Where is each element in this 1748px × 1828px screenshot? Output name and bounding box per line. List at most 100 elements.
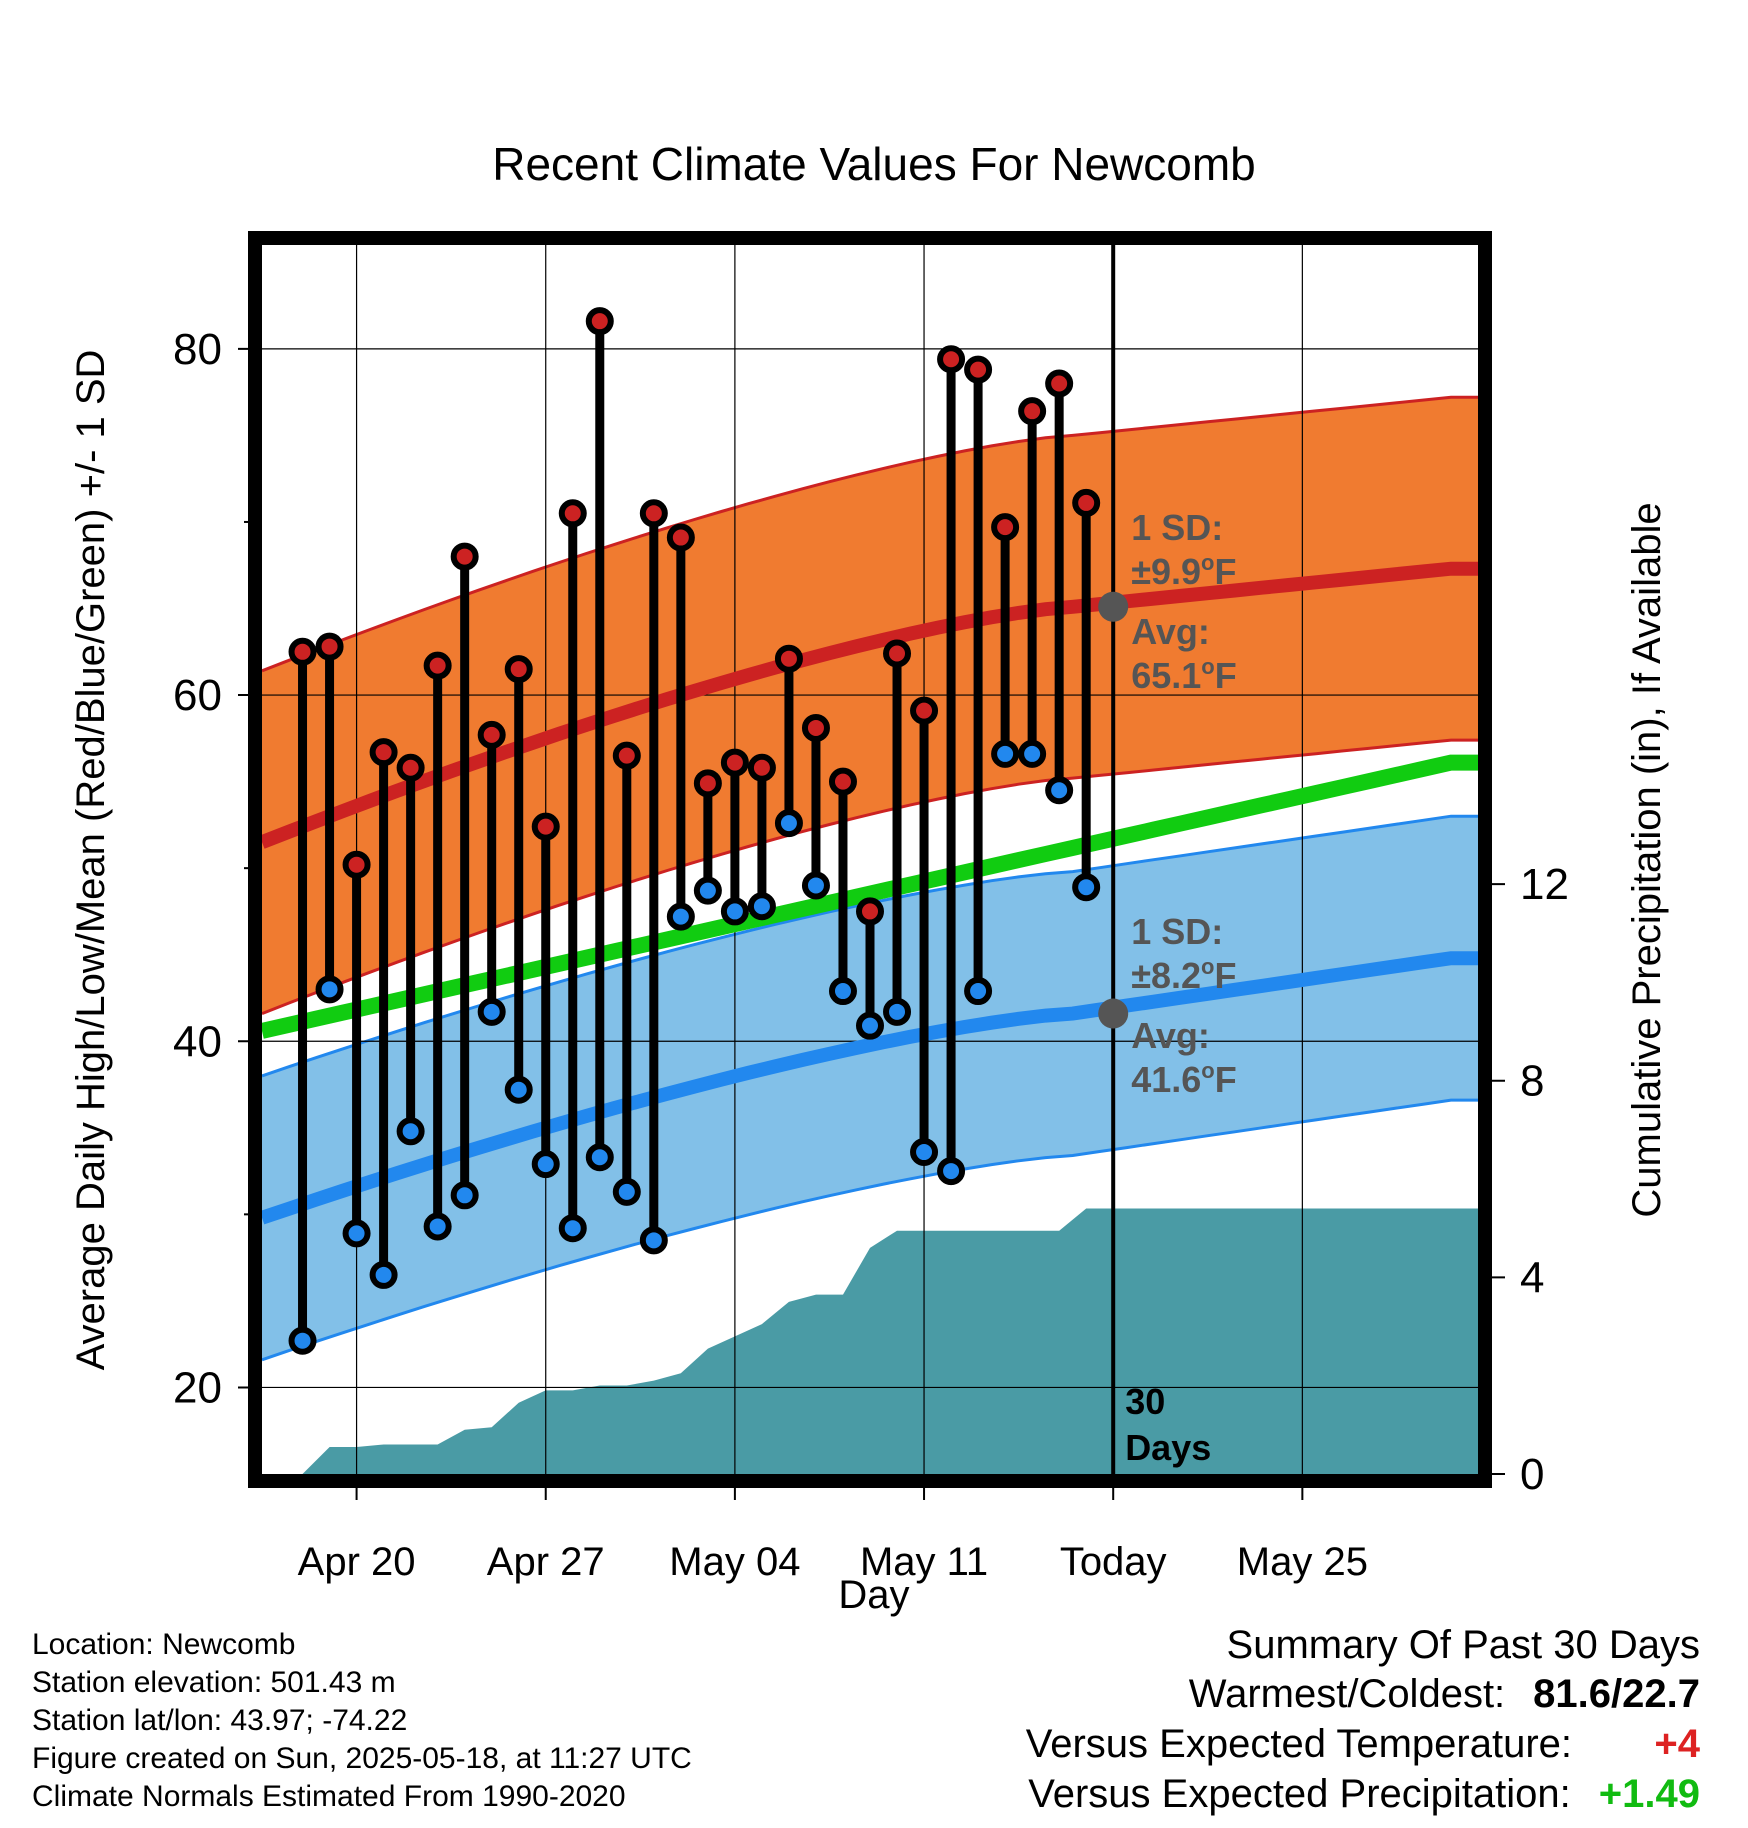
x-tick-label: Today bbox=[1060, 1540, 1167, 1584]
low-temp-point bbox=[693, 876, 722, 905]
precip-label: Versus Expected Precipitation: bbox=[1028, 1772, 1571, 1816]
high-temp-point bbox=[423, 651, 452, 680]
high-temp-point bbox=[720, 748, 749, 777]
x-axis-label: Day bbox=[838, 1573, 909, 1617]
climate-chart: Recent Climate Values For Newcomb 1 SD:±… bbox=[69, 138, 1669, 1617]
high-temp-point bbox=[1045, 369, 1074, 398]
low-temp-point bbox=[342, 1219, 371, 1248]
high-temp-point bbox=[531, 812, 560, 841]
high-temp-point bbox=[910, 696, 939, 725]
climate-normals-note: Climate Normals Estimated From 1990-2020 bbox=[32, 1780, 626, 1813]
low-temp-point bbox=[558, 1214, 587, 1243]
high-temp-point bbox=[396, 753, 425, 782]
low-avg-value: 41.6oF bbox=[1131, 1058, 1237, 1100]
high-temp-point bbox=[856, 897, 884, 926]
precip-value: +1.49 bbox=[1598, 1772, 1700, 1816]
low-temp-point bbox=[369, 1260, 398, 1289]
high-sd-label: 1 SD: bbox=[1131, 507, 1223, 548]
summary-precip: Versus Expected Precipitation: +1.49 bbox=[1028, 1772, 1700, 1817]
low-temp-point bbox=[1072, 873, 1101, 902]
x-tick-label: May 04 bbox=[669, 1540, 800, 1584]
low-temp-point bbox=[612, 1177, 641, 1206]
station-elevation: Station elevation: 501.43 m bbox=[32, 1666, 396, 1699]
y2-tick-label: 0 bbox=[1520, 1450, 1544, 1499]
y-tick-label: 80 bbox=[173, 325, 222, 374]
today-high-normal-marker bbox=[1098, 591, 1129, 622]
high-temp-point bbox=[369, 738, 398, 767]
low-temp-point bbox=[801, 871, 830, 900]
low-temp-point bbox=[477, 997, 506, 1026]
high-temp-point bbox=[639, 499, 668, 528]
low-temp-point bbox=[639, 1226, 668, 1255]
plot-frame bbox=[248, 231, 1492, 1488]
y-tick-label: 40 bbox=[173, 1017, 222, 1066]
high-avg-value: 65.1oF bbox=[1131, 654, 1237, 696]
days-window-word: Days bbox=[1125, 1427, 1211, 1468]
high-sd-value: ±9.9oF bbox=[1131, 550, 1236, 592]
low-temp-point bbox=[964, 977, 993, 1006]
figure-created: Figure created on Sun, 2025-05-18, at 11… bbox=[32, 1742, 692, 1775]
low-temp-point bbox=[1045, 776, 1074, 805]
x-tick-label: Apr 20 bbox=[298, 1540, 416, 1584]
chart-title: Recent Climate Values For Newcomb bbox=[492, 138, 1256, 190]
high-temp-point bbox=[450, 542, 479, 571]
low-temp-point bbox=[585, 1143, 614, 1172]
y-axis-label: Average Daily High/Low/Mean (Red/Blue/Gr… bbox=[69, 350, 113, 1371]
low-temp-point bbox=[666, 902, 695, 931]
low-temp-point bbox=[396, 1117, 425, 1146]
summary-warm-cold: Warmest/Coldest: 81.6/22.7 bbox=[1189, 1672, 1700, 1717]
y-tick-label: 60 bbox=[173, 671, 222, 720]
low-temp-point bbox=[828, 977, 857, 1006]
low-temp-point bbox=[423, 1212, 452, 1241]
high-temp-point bbox=[964, 355, 993, 384]
low-temp-point bbox=[747, 892, 776, 921]
summary-temp: Versus Expected Temperature: +4 bbox=[1026, 1722, 1700, 1767]
low-temp-point bbox=[774, 809, 803, 838]
high-temp-point bbox=[477, 720, 506, 749]
precipitation-area bbox=[302, 1208, 1478, 1474]
low-temp-point bbox=[856, 1011, 884, 1040]
low-sd-label: 1 SD: bbox=[1131, 911, 1223, 952]
high-temp-point bbox=[747, 753, 776, 782]
station-latlon: Station lat/lon: 43.97; -74.22 bbox=[32, 1704, 408, 1737]
temp-label: Versus Expected Temperature: bbox=[1025, 1722, 1572, 1766]
high-sd-band bbox=[262, 397, 1478, 1014]
low-sd-lower-line bbox=[261, 1098, 1478, 1362]
temp-value: +4 bbox=[1654, 1722, 1700, 1766]
high-temp-point bbox=[504, 655, 533, 684]
high-temp-point bbox=[666, 523, 695, 552]
station-location: Location: Newcomb bbox=[32, 1628, 296, 1661]
low-temp-point bbox=[991, 739, 1020, 768]
high-temp-point bbox=[558, 499, 587, 528]
x-tick-label: May 25 bbox=[1237, 1540, 1368, 1584]
high-temp-point bbox=[1072, 488, 1101, 517]
high-temp-point bbox=[828, 767, 857, 796]
warm-cold-label: Warmest/Coldest: bbox=[1188, 1672, 1506, 1716]
high-avg-label: Avg: bbox=[1131, 611, 1210, 652]
y2-axis-label: Cumulative Precipitation (in), If Availa… bbox=[1625, 502, 1669, 1217]
high-temp-point bbox=[991, 513, 1020, 542]
low-temp-point bbox=[531, 1150, 560, 1179]
x-tick-label: May 11 bbox=[860, 1540, 988, 1584]
days-window-number: 30 bbox=[1125, 1381, 1165, 1422]
low-temp-point bbox=[1018, 739, 1047, 768]
low-temp-point bbox=[450, 1181, 479, 1210]
x-tick-label: Apr 27 bbox=[487, 1540, 605, 1584]
low-temp-point bbox=[720, 897, 749, 926]
low-temp-point bbox=[883, 997, 912, 1026]
low-temp-point bbox=[288, 1326, 317, 1355]
high-temp-point bbox=[315, 632, 344, 661]
today-low-normal-marker bbox=[1098, 998, 1129, 1029]
high-temp-point bbox=[883, 639, 912, 668]
low-temp-point bbox=[504, 1075, 533, 1104]
high-temp-point bbox=[693, 769, 722, 798]
high-temp-point bbox=[774, 644, 803, 673]
y2-tick-label: 12 bbox=[1520, 860, 1569, 909]
low-sd-value: ±8.2oF bbox=[1131, 954, 1236, 996]
high-temp-point bbox=[801, 713, 830, 742]
high-temp-point bbox=[937, 345, 966, 374]
low-temp-point bbox=[910, 1138, 939, 1167]
high-temp-point bbox=[342, 850, 371, 879]
low-temp-point bbox=[937, 1157, 966, 1186]
